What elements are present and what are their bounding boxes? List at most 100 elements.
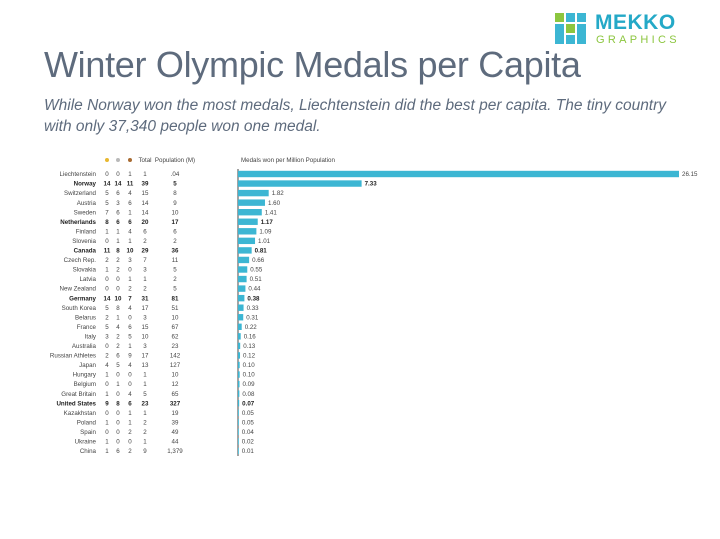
row-total: 5 bbox=[143, 391, 147, 398]
row-total: 2 bbox=[143, 419, 147, 426]
row-silver-count: 1 bbox=[116, 228, 120, 235]
row-total: 15 bbox=[142, 324, 149, 331]
row-silver-count: 0 bbox=[116, 286, 120, 293]
bar bbox=[238, 304, 244, 311]
row-country: Hungary bbox=[73, 372, 97, 379]
row-total: 17 bbox=[142, 305, 149, 312]
bar bbox=[238, 275, 247, 283]
row-bronze-count: 0 bbox=[128, 372, 132, 379]
row-country: Norway bbox=[74, 181, 97, 188]
row-total: 2 bbox=[143, 238, 147, 245]
bar-value-label: 0.05 bbox=[242, 419, 255, 426]
page-title: Winter Olympic Medals per Capita bbox=[44, 44, 581, 85]
row-silver-count: 1 bbox=[116, 381, 120, 388]
row-bronze-count: 4 bbox=[128, 305, 132, 312]
bar bbox=[238, 428, 239, 436]
row-total: 3 bbox=[143, 267, 147, 274]
row-total: 17 bbox=[142, 353, 149, 360]
logo-wordmark: MEKKO bbox=[595, 11, 676, 34]
bar-value-label: 0.33 bbox=[247, 305, 260, 312]
page-subtitle: While Norway won the most medals, Liecht… bbox=[44, 97, 667, 135]
row-population: 49 bbox=[172, 429, 179, 436]
row-population: 11 bbox=[172, 257, 179, 264]
row-country: Spain bbox=[80, 429, 96, 436]
row-gold-count: 8 bbox=[105, 219, 109, 226]
row-country: Switzerland bbox=[64, 190, 97, 197]
row-total: 1 bbox=[143, 439, 147, 446]
bar bbox=[238, 294, 245, 302]
row-silver-count: 4 bbox=[116, 324, 120, 331]
gold-medal-icon bbox=[105, 158, 109, 162]
bar bbox=[238, 209, 262, 216]
bar bbox=[238, 380, 240, 388]
bar bbox=[238, 390, 240, 397]
row-silver-count: 0 bbox=[116, 372, 120, 379]
row-silver-count: 0 bbox=[116, 439, 120, 446]
row-country: Liechtenstein bbox=[60, 171, 97, 178]
row-population: 65 bbox=[172, 391, 179, 398]
row-bronze-count: 4 bbox=[128, 228, 132, 235]
row-gold-count: 5 bbox=[105, 190, 109, 197]
bar bbox=[238, 447, 239, 455]
row-population: 10 bbox=[172, 209, 179, 216]
row-country: Germany bbox=[69, 295, 96, 302]
bar-value-label: 0.05 bbox=[242, 410, 255, 417]
row-bronze-count: 4 bbox=[128, 190, 132, 197]
bar bbox=[238, 228, 257, 235]
row-total: 9 bbox=[143, 448, 147, 455]
row-country: Netherlands bbox=[60, 219, 96, 226]
row-total: 1 bbox=[143, 410, 147, 417]
row-total: 2 bbox=[143, 429, 147, 436]
bar-value-label: 26.15 bbox=[682, 171, 698, 178]
mekko-graphics-logo: MEKKO GRAPHICS bbox=[555, 11, 705, 47]
row-gold-count: 4 bbox=[105, 362, 109, 369]
bar bbox=[238, 352, 241, 359]
row-gold-count: 0 bbox=[105, 171, 109, 178]
bar bbox=[238, 419, 239, 426]
row-gold-count: 1 bbox=[105, 419, 109, 426]
bar bbox=[238, 237, 256, 245]
row-gold-count: 0 bbox=[105, 343, 109, 350]
row-country: Canada bbox=[74, 248, 97, 255]
row-country: Slovakia bbox=[73, 267, 97, 274]
bar-value-label: 1.82 bbox=[272, 190, 285, 197]
row-silver-count: 0 bbox=[116, 391, 120, 398]
row-population: 9 bbox=[173, 200, 177, 207]
row-gold-count: 3 bbox=[105, 333, 109, 340]
medals-table-chart: Total Population (M) Medals won per Millio… bbox=[50, 157, 698, 456]
row-country: Belgium bbox=[74, 381, 96, 388]
header-bars: Medals won per Million Population bbox=[241, 157, 335, 164]
row-silver-count: 6 bbox=[116, 353, 120, 360]
row-population: 8 bbox=[173, 190, 177, 197]
row-population: 5 bbox=[173, 181, 177, 188]
row-gold-count: 1 bbox=[105, 439, 109, 446]
row-total: 6 bbox=[143, 228, 147, 235]
bar bbox=[238, 256, 250, 264]
row-total: 10 bbox=[142, 333, 149, 340]
row-population: 81 bbox=[172, 295, 179, 302]
row-silver-count: 8 bbox=[116, 400, 120, 407]
row-gold-count: 0 bbox=[105, 276, 109, 283]
row-silver-count: 6 bbox=[116, 190, 120, 197]
bar-value-label: 7.33 bbox=[365, 181, 378, 188]
row-bronze-count: 0 bbox=[128, 314, 132, 321]
bar-value-label: 0.13 bbox=[243, 343, 256, 350]
row-gold-count: 11 bbox=[104, 248, 111, 255]
bar-value-label: 0.31 bbox=[246, 314, 259, 321]
row-population: 2 bbox=[173, 276, 177, 283]
row-silver-count: 1 bbox=[116, 314, 120, 321]
row-silver-count: 0 bbox=[116, 419, 120, 426]
row-silver-count: 8 bbox=[116, 305, 120, 312]
row-population: 2 bbox=[173, 238, 177, 245]
row-population: 17 bbox=[172, 219, 179, 226]
row-gold-count: 0 bbox=[105, 286, 109, 293]
row-country: Latvia bbox=[79, 276, 96, 283]
row-total: 2 bbox=[143, 286, 147, 293]
row-bronze-count: 1 bbox=[128, 419, 132, 426]
row-silver-count: 6 bbox=[116, 219, 120, 226]
row-country: Sweden bbox=[74, 209, 97, 216]
row-silver-count: 10 bbox=[115, 295, 122, 302]
bar-value-label: 0.51 bbox=[250, 276, 263, 283]
row-population: .04 bbox=[171, 171, 180, 178]
bar-value-label: 0.66 bbox=[252, 257, 265, 264]
